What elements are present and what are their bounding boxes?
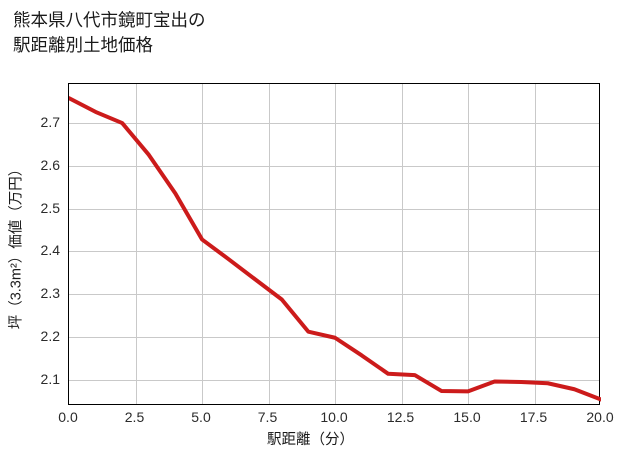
grid-line-horizontal (69, 165, 599, 167)
plot-area (68, 83, 601, 405)
grid-line-horizontal (69, 122, 599, 124)
grid-line-vertical (202, 84, 203, 404)
x-axis-title: 駅距離（分） (267, 432, 354, 448)
y-tick-label: 2.3 (40, 285, 60, 302)
line-series-svg (69, 96, 601, 402)
y-tick-label: 2.1 (40, 371, 60, 388)
y-tick-label: 2.5 (40, 199, 60, 216)
x-tick-label: 2.5 (124, 409, 145, 425)
grid-line-vertical (135, 84, 137, 404)
grid-line-vertical (468, 84, 469, 404)
x-tick-label: 0.0 (58, 409, 78, 425)
x-tick-label: 7.5 (257, 409, 278, 425)
y-tick-label: 2.4 (40, 242, 60, 259)
y-tick-label: 2.6 (40, 156, 60, 173)
y-tick-label: 2.7 (40, 113, 60, 130)
x-tick-label: 10.0 (320, 409, 348, 425)
x-tick-label: 20.0 (586, 409, 614, 425)
grid-line-horizontal (69, 294, 599, 296)
grid-line-vertical (401, 84, 403, 404)
x-tick-label: 12.5 (386, 409, 415, 425)
grid-line-horizontal (69, 380, 599, 382)
x-tick-label: 5.0 (191, 409, 211, 425)
grid-line-vertical (268, 84, 270, 404)
y-tick-label: 2.2 (40, 328, 60, 345)
data-line (69, 96, 601, 402)
grid-line-horizontal (69, 208, 599, 210)
chart-title: 熊本県八代市鏡町宝出の 駅距離別土地価格 (13, 10, 206, 55)
x-tick-label: 17.5 (519, 409, 548, 425)
grid-line-vertical (534, 84, 536, 404)
x-tick-label: 15.0 (453, 409, 481, 425)
grid-line-vertical (335, 84, 336, 404)
grid-line-horizontal (69, 251, 599, 253)
